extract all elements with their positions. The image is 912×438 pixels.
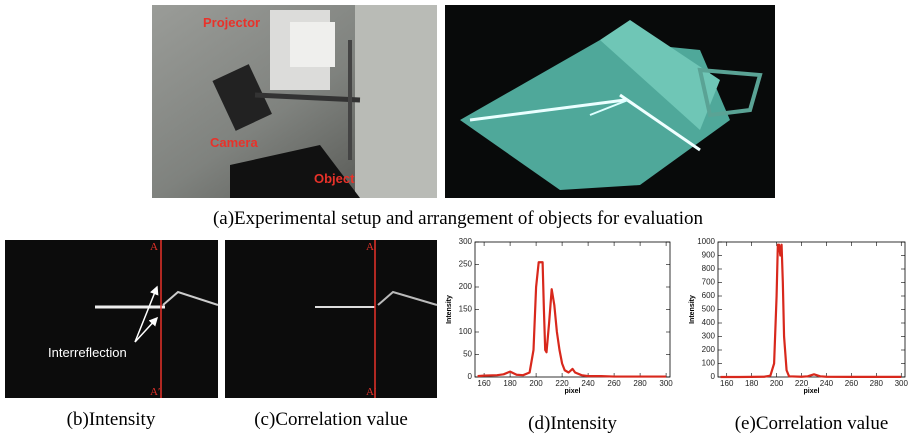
y-tick-label: 50	[463, 350, 472, 359]
caption: (c)Correlation value	[254, 409, 408, 430]
setup-label: Camera	[210, 135, 258, 150]
y-tick-label: 200	[702, 345, 716, 354]
y-tick-label: 200	[459, 282, 473, 291]
x-axis-label: pixel	[804, 388, 820, 395]
caption: (b)Intensity	[67, 409, 156, 430]
y-tick-label: 500	[702, 305, 716, 314]
correlation-photo: A A′	[225, 240, 437, 398]
caption: (e)Correlation value	[735, 413, 889, 434]
y-tick-label: 700	[702, 278, 716, 287]
x-tick-label: 220	[555, 379, 569, 388]
x-tick-label: 260	[607, 379, 621, 388]
x-tick-label: 240	[581, 379, 595, 388]
y-tick-label: 300	[702, 332, 716, 341]
line-label: A	[366, 241, 374, 253]
annotation: Interreflection	[48, 345, 127, 360]
x-tick-label: 300	[659, 379, 673, 388]
y-tick-label: 400	[702, 318, 716, 327]
setup-label: Projector	[203, 15, 260, 30]
plot-frame	[475, 242, 670, 377]
x-tick-label: 180	[745, 379, 759, 388]
setup-label: Object	[314, 171, 355, 186]
line-label: A′	[366, 386, 376, 398]
x-tick-label: 240	[820, 379, 834, 388]
caption: (a)Experimental setup and arrangement of…	[213, 208, 704, 229]
x-tick-label: 180	[503, 379, 517, 388]
y-tick-label: 800	[702, 264, 716, 273]
x-tick-label: 260	[845, 379, 859, 388]
y-tick-label: 0	[711, 372, 716, 381]
y-tick-label: 100	[702, 359, 716, 368]
x-tick-label: 220	[795, 379, 809, 388]
caption: (d)Intensity	[528, 413, 617, 434]
line-label: A′	[150, 386, 160, 398]
data-line	[720, 245, 901, 377]
x-tick-label: 200	[529, 379, 543, 388]
x-tick-label: 160	[720, 379, 734, 388]
plot-frame	[718, 242, 905, 377]
object-photo	[445, 5, 775, 198]
y-tick-label: 100	[459, 327, 473, 336]
y-axis-label: Intensity	[689, 295, 696, 324]
data-line	[478, 262, 666, 376]
y-tick-label: 0	[468, 372, 473, 381]
y-tick-label: 600	[702, 291, 716, 300]
y-tick-label: 1000	[697, 237, 715, 246]
x-tick-label: 280	[870, 379, 884, 388]
x-tick-label: 280	[633, 379, 647, 388]
x-tick-label: 160	[477, 379, 491, 388]
y-tick-label: 900	[702, 251, 716, 260]
y-tick-label: 150	[459, 305, 473, 314]
x-axis-label: pixel	[565, 388, 581, 395]
figure: Projector Camera Object (a)Experimental …	[0, 0, 912, 438]
intensity-photo: A A′ Interreflection	[5, 240, 218, 398]
setup-photo: Projector Camera Object	[152, 5, 437, 198]
line-label: A	[150, 241, 158, 253]
y-axis-label: Intensity	[446, 295, 453, 324]
y-tick-label: 300	[459, 237, 473, 246]
y-tick-label: 250	[459, 260, 473, 269]
x-tick-label: 300	[895, 379, 909, 388]
x-tick-label: 200	[770, 379, 784, 388]
